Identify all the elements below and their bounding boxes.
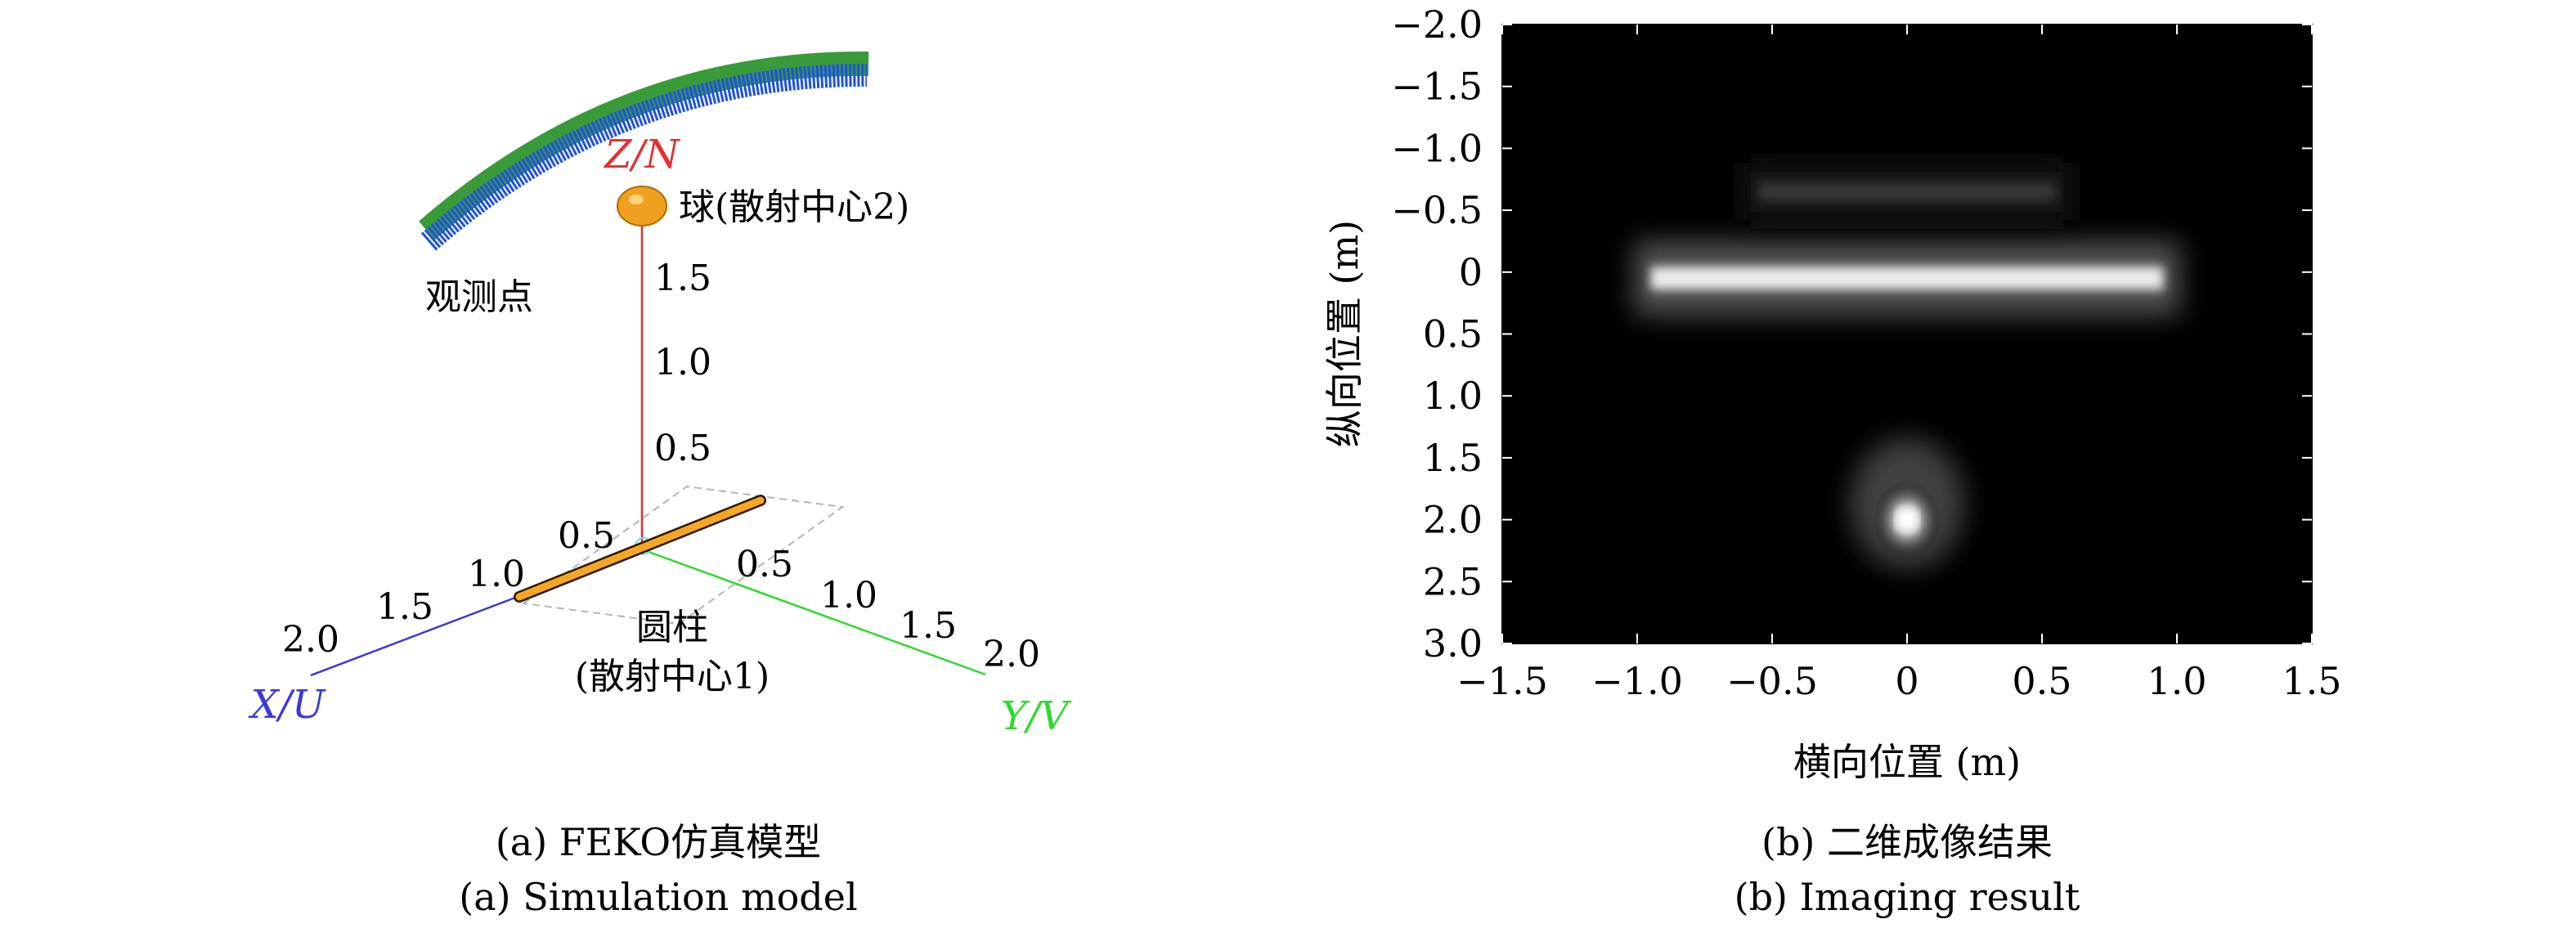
- panel-a-simulation-model: Z/N X/U Y/V 1.5 1.0 0.5 0.5 1.0 1.5 2.0 …: [248, 51, 1072, 739]
- z-axis-label: Z/N: [603, 132, 681, 177]
- y-tick-label: 1.0: [1423, 374, 1483, 418]
- panel-b-imaging-result: −1.5 −1.0 −0.5 0 0.5 1.0 1.5 −2.0 −1.5 −1.0 −0.5 0…: [1322, 2, 2342, 784]
- x-tick-label: −1.5: [1456, 659, 1548, 703]
- x-tick-label: 2.0: [282, 619, 339, 661]
- x-axis-label: X/U: [248, 682, 326, 728]
- x-tick-label: 1.5: [2282, 659, 2341, 703]
- y-tick-label: 1.5: [900, 605, 957, 647]
- heatmap-feature-cylinder-ghost: [1758, 182, 2056, 201]
- x-tick-label: −1.0: [1591, 659, 1683, 703]
- x-tick-label: 1.0: [468, 554, 525, 595]
- y-tick-label: 0.5: [736, 544, 793, 585]
- z-tick-label: 1.0: [654, 342, 711, 383]
- y-axis-line: [641, 548, 986, 676]
- heatmap-feature-sphere-peak: [1897, 509, 1917, 530]
- y-tick-label: −1.0: [1391, 126, 1483, 170]
- z-tick-label: 1.5: [654, 258, 711, 299]
- y-tick-label: 0.5: [1423, 312, 1483, 356]
- x-tick-label: 0: [1895, 659, 1919, 703]
- y-tick-label: −1.5: [1391, 65, 1483, 109]
- y-tick-label: 2.0: [983, 634, 1040, 675]
- z-tick-label: 0.5: [654, 428, 711, 469]
- y-tick-label: 1.0: [820, 575, 877, 616]
- x-axis-label: 横向位置 (m): [1793, 740, 2021, 784]
- y-tick-label: 3.0: [1423, 621, 1483, 666]
- observation-arc: [420, 63, 868, 251]
- observation-label: 观测点: [425, 276, 533, 318]
- caption-b-english: (b) Imaging result: [1735, 875, 2080, 919]
- y-tick-label: 2.0: [1423, 498, 1483, 542]
- sphere-highlight: [629, 195, 644, 204]
- ground-plane: [521, 485, 845, 625]
- x-tick-label: 0.5: [558, 515, 615, 557]
- y-axis-label: 纵向位置 (m): [1322, 220, 1367, 447]
- y-tick-label: 2.5: [1423, 559, 1483, 603]
- caption-b-chinese: (b) 二维成像结果: [1761, 820, 2053, 864]
- sphere-label: 球(散射中心2): [679, 186, 909, 228]
- heatmap-feature-cylinder: [1650, 267, 2164, 290]
- y-axis-label: Y/V: [1001, 693, 1072, 739]
- x-tick-label: 0.5: [2012, 659, 2071, 703]
- caption-a-english: (a) Simulation model: [459, 875, 857, 919]
- cylinder-label-sub: (散射中心1): [575, 656, 770, 697]
- cylinder-label: 圆柱: [636, 607, 708, 648]
- x-tick-label: 1.0: [2147, 659, 2206, 703]
- sphere-shape: [617, 186, 667, 226]
- y-tick-label: −2.0: [1391, 2, 1483, 47]
- x-tick-label: −0.5: [1726, 659, 1818, 703]
- y-tick-label: −0.5: [1391, 188, 1483, 232]
- caption-a-chinese: (a) FEKO仿真模型: [496, 820, 821, 864]
- x-tick-label: 1.5: [376, 586, 433, 628]
- cylinder-body: [515, 496, 765, 601]
- y-tick-label: 0: [1459, 250, 1483, 294]
- y-tick-label: 1.5: [1423, 436, 1483, 480]
